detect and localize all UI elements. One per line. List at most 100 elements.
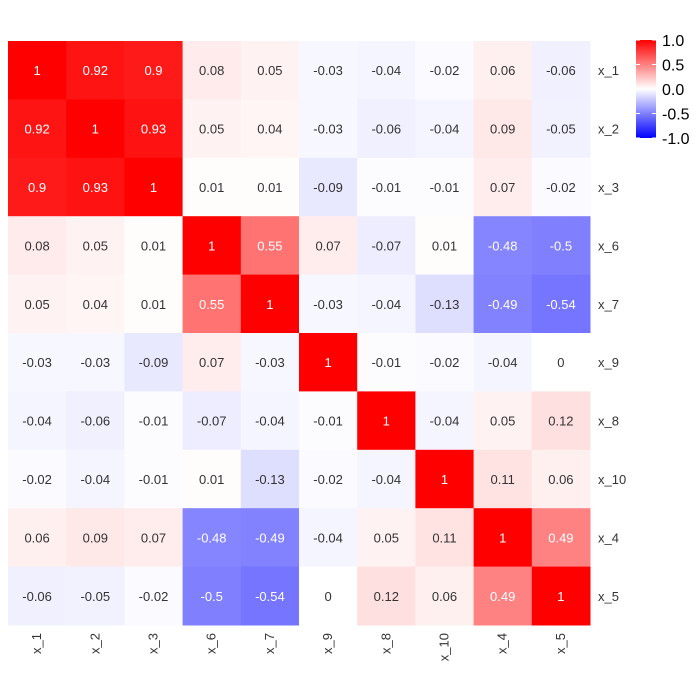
row-label-x_6: x_6 xyxy=(598,238,619,253)
cell-value-label: -0.01 xyxy=(371,355,401,370)
cell-value-label: -0.04 xyxy=(371,297,401,312)
heatmap-cell-x_7-x_1 xyxy=(8,274,67,334)
heatmap-cell-x_1-x_1 xyxy=(8,41,67,100)
cell-value-label: -0.5 xyxy=(200,589,222,604)
cell-value-label: -0.04 xyxy=(371,63,401,78)
cell-value-label: -0.03 xyxy=(80,355,110,370)
heatmap-cell-x_10-x_7 xyxy=(240,449,300,509)
heatmap-cell-x_10-x_2 xyxy=(66,449,125,509)
heatmap-cell-x_7-x_6 xyxy=(182,274,242,334)
cell-value-label: -0.13 xyxy=(255,472,285,487)
heatmap-cell-x_1-x_2 xyxy=(66,41,125,100)
cell-value-label: 0.01 xyxy=(199,472,224,487)
column-label-x_5: x_5 xyxy=(553,633,568,654)
heatmap-cell-x_1-x_10 xyxy=(415,41,475,100)
heatmap-cell-x_6-x_2 xyxy=(66,216,125,276)
heatmap-cell-x_10-x_4 xyxy=(473,449,533,509)
legend-tick-label: 0.0 xyxy=(662,82,684,99)
heatmap-cell-x_5-x_6 xyxy=(182,566,242,626)
heatmap-cell-x_7-x_8 xyxy=(357,274,416,334)
cell-value-label: -0.02 xyxy=(313,472,343,487)
heatmap-cell-x_10-x_8 xyxy=(357,449,416,509)
heatmap-cell-x_2-x_6 xyxy=(182,99,242,159)
heatmap-cell-x_10-x_9 xyxy=(299,449,358,509)
heatmap-cell-x_8-x_10 xyxy=(415,391,475,451)
cell-value-label: 1 xyxy=(324,355,331,370)
heatmap-cell-x_1-x_3 xyxy=(124,41,184,100)
heatmap-cell-x_2-x_7 xyxy=(240,99,300,159)
row-label-x_4: x_4 xyxy=(598,530,619,545)
heatmap-cell-x_9-x_2 xyxy=(66,333,125,392)
heatmap-cell-x_9-x_5 xyxy=(531,333,591,392)
cell-value-label: -0.02 xyxy=(430,63,460,78)
heatmap-cell-x_9-x_9 xyxy=(299,333,358,392)
heatmap-cell-x_6-x_4 xyxy=(473,216,533,276)
heatmap-cell-x_8-x_8 xyxy=(357,391,416,451)
heatmap-cell-x_8-x_2 xyxy=(66,391,125,451)
heatmap-cell-x_2-x_2 xyxy=(66,99,125,159)
heatmap-cell-x_4-x_4 xyxy=(473,508,533,568)
cell-value-label: 1 xyxy=(383,414,390,429)
heatmap-cell-x_8-x_1 xyxy=(8,391,67,451)
legend-tick-label: -1.0 xyxy=(662,131,690,148)
cell-value-label: 1 xyxy=(557,589,564,604)
cell-value-label: -0.04 xyxy=(313,530,343,545)
cell-value-label: 1 xyxy=(33,63,40,78)
cell-value-label: -0.01 xyxy=(313,414,343,429)
heatmap-cell-x_9-x_4 xyxy=(473,333,533,392)
cell-value-label: -0.06 xyxy=(371,122,401,137)
cell-value-label: 0.08 xyxy=(199,63,224,78)
cell-value-label: -0.02 xyxy=(22,472,52,487)
heatmap-cell-x_9-x_10 xyxy=(415,333,475,392)
heatmap-cell-x_5-x_4 xyxy=(473,566,533,626)
cell-value-label: -0.02 xyxy=(546,180,576,195)
cell-value-label: 0.93 xyxy=(141,122,166,137)
heatmap-cell-x_2-x_8 xyxy=(357,99,416,159)
heatmap-cell-x_3-x_10 xyxy=(415,157,475,217)
cell-value-label: 0.04 xyxy=(83,297,108,312)
cell-value-label: -0.01 xyxy=(430,180,460,195)
cell-value-label: 0.01 xyxy=(199,180,224,195)
cell-value-label: -0.07 xyxy=(371,238,401,253)
heatmap-cell-x_5-x_3 xyxy=(124,566,184,626)
cell-value-label: 1 xyxy=(499,530,506,545)
heatmap-cell-x_3-x_3 xyxy=(124,157,184,217)
heatmap-cell-x_1-x_6 xyxy=(182,41,242,100)
legend-color-bar xyxy=(636,40,656,138)
heatmap-cell-x_10-x_1 xyxy=(8,449,67,509)
cell-value-label: -0.03 xyxy=(22,355,52,370)
heatmap-cell-x_6-x_7 xyxy=(240,216,300,276)
heatmap-cell-x_5-x_8 xyxy=(357,566,416,626)
heatmap-cell-x_2-x_10 xyxy=(415,99,475,159)
cell-value-label: -0.02 xyxy=(430,355,460,370)
heatmap-cell-x_6-x_6 xyxy=(182,216,242,276)
cell-value-label: 1 xyxy=(441,472,448,487)
cell-value-label: -0.06 xyxy=(546,63,576,78)
heatmap-cell-x_4-x_9 xyxy=(299,508,358,568)
heatmap-cell-x_2-x_9 xyxy=(299,99,358,159)
cell-value-label: -0.09 xyxy=(313,180,343,195)
cell-value-label: 0.05 xyxy=(374,530,399,545)
heatmap-cell-x_2-x_4 xyxy=(473,99,533,159)
cell-value-label: -0.5 xyxy=(550,238,572,253)
cell-value-label: -0.48 xyxy=(197,530,227,545)
cell-value-label: 0 xyxy=(557,355,564,370)
cell-value-label: 0.05 xyxy=(490,414,515,429)
cell-value-label: 0.05 xyxy=(24,297,49,312)
heatmap-cell-x_1-x_7 xyxy=(240,41,300,100)
heatmap-cell-x_3-x_4 xyxy=(473,157,533,217)
cell-value-label: 0.92 xyxy=(83,63,108,78)
cell-value-label: -0.04 xyxy=(430,122,460,137)
legend-tick-label: 0.5 xyxy=(662,58,684,75)
cell-value-label: 0.55 xyxy=(199,297,224,312)
cell-value-label: 0.07 xyxy=(199,355,224,370)
heatmap-cell-x_3-x_8 xyxy=(357,157,416,217)
heatmap-cell-x_7-x_5 xyxy=(531,274,591,334)
cell-value-label: -0.04 xyxy=(255,414,285,429)
heatmap-cell-x_7-x_4 xyxy=(473,274,533,334)
heatmap-cell-x_8-x_4 xyxy=(473,391,533,451)
heatmap-cell-x_1-x_8 xyxy=(357,41,416,100)
cell-value-label: -0.03 xyxy=(255,355,285,370)
cell-value-label: 0.01 xyxy=(141,297,166,312)
column-label-x_10: x_10 xyxy=(437,633,452,661)
